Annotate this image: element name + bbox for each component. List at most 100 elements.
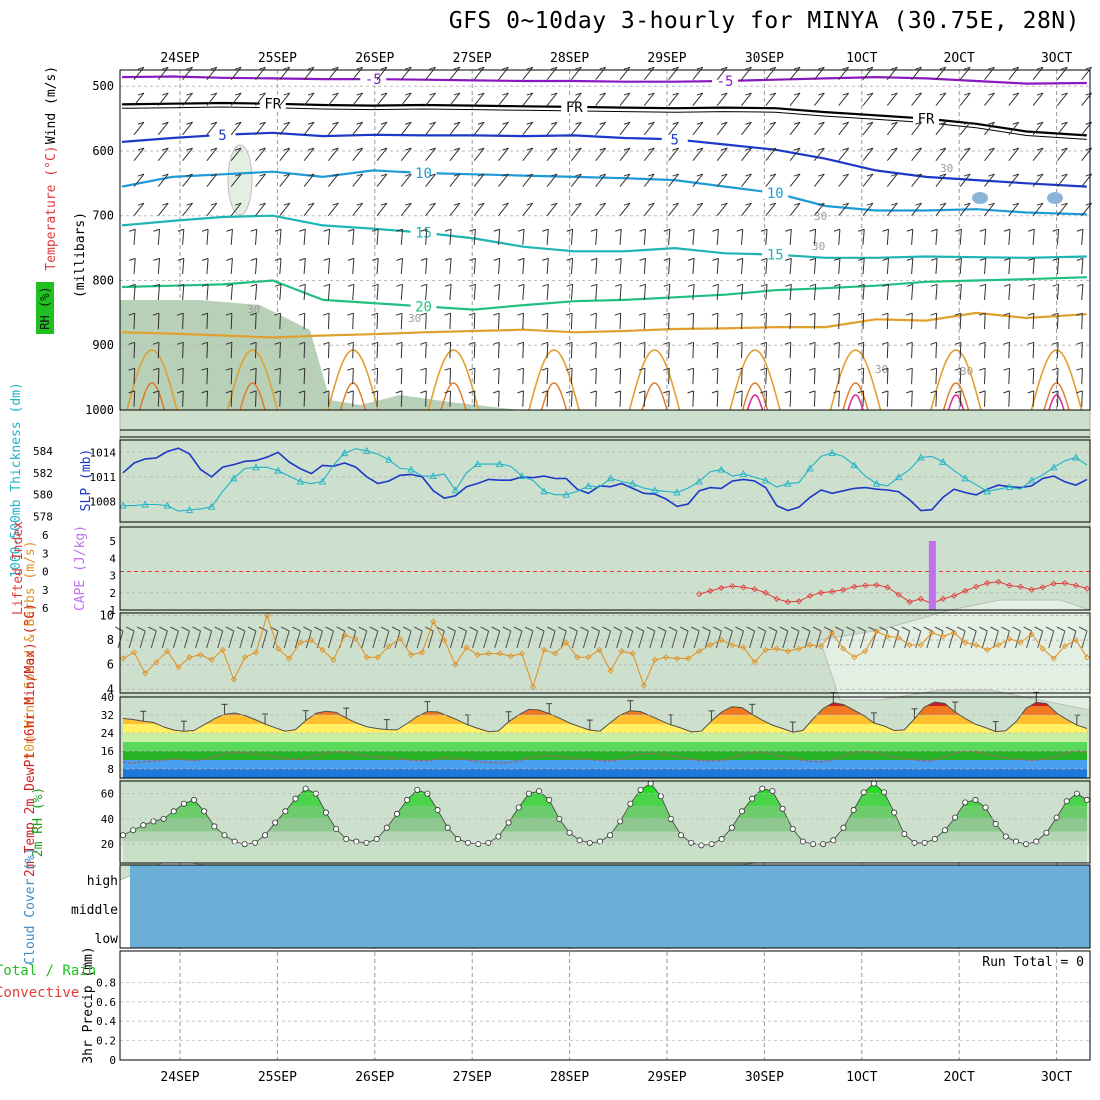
wind-barb-flag (614, 367, 621, 371)
top-x-tick-label: 26SEP (355, 51, 394, 66)
surface-temp-contour (226, 349, 279, 411)
rh-marker (941, 827, 948, 834)
wind-barb-flag (1003, 390, 1010, 394)
wind-barb-flag (396, 257, 403, 261)
wind-speed-marker (829, 629, 836, 636)
wind-barb-flag (177, 390, 184, 394)
surface-wind-barb (427, 630, 434, 649)
surface-wind-barb (316, 630, 323, 649)
wind-barb-flag (793, 173, 801, 177)
wind-barb (303, 284, 306, 300)
lifted-index-marker (1028, 586, 1035, 593)
wind-barb-flag (760, 228, 768, 232)
rh-marker (140, 822, 147, 829)
lifted-index-marker (696, 590, 703, 598)
wind-barb-flag (881, 367, 889, 371)
wind-barb (1008, 66, 1020, 81)
wind-barb (230, 121, 242, 136)
wind-barb (425, 66, 436, 81)
lifted-index-marker (1017, 583, 1024, 590)
surface-wind-barb-flag (879, 626, 888, 632)
wind-barb (862, 390, 865, 407)
wind-barb (303, 368, 306, 385)
wind-barb (838, 202, 850, 217)
wind-barb (862, 368, 865, 385)
wind-barb-flag (162, 202, 169, 206)
wind-barb (1081, 390, 1083, 407)
surface-wind-barb-flag (247, 626, 257, 632)
thickness-marker (1050, 463, 1058, 471)
wind-barb (1008, 284, 1011, 300)
wind-barb (449, 368, 452, 385)
wind-speed-marker (552, 650, 559, 657)
wind-speed-marker (319, 646, 326, 653)
wind-barb (886, 390, 889, 407)
wind-barb-flag (979, 283, 986, 287)
wind-barb (1057, 147, 1068, 161)
wind-barb-flag (226, 228, 233, 232)
wind-barb-flag (663, 257, 670, 261)
wind-barb-flag (453, 202, 461, 206)
wind-speed-marker (341, 632, 348, 639)
surface-wind-barb-flag (491, 626, 500, 632)
wind-barb (498, 368, 500, 385)
wind-barb-flag (153, 257, 160, 261)
wind-barb (133, 121, 145, 136)
wind-barb (716, 147, 728, 161)
surface-wind-barb-flag (1067, 626, 1077, 632)
wind-barb (522, 147, 534, 161)
wind-barb (546, 258, 549, 275)
wind-barb (741, 147, 752, 161)
wind-barb-flag (696, 66, 704, 70)
top-x-tick-label: 29SEP (647, 51, 686, 66)
wind-barb (643, 92, 655, 106)
wind-barb-flag (809, 228, 816, 232)
wind-barb-flag (736, 283, 743, 287)
wind-speed-marker (452, 661, 459, 668)
wind-barb (133, 284, 136, 300)
rh-marker (799, 838, 806, 845)
wind-barb (571, 173, 582, 187)
wind-barb-flag (1028, 283, 1035, 287)
temperature-band (123, 760, 1087, 769)
wind-barb-flag (1061, 121, 1068, 125)
wind-barb (473, 66, 485, 81)
panel-frame (119, 696, 1091, 779)
wind-barb (595, 390, 597, 407)
wind-barb-flag (1052, 228, 1059, 232)
wind-barb (303, 342, 306, 359)
wind-barb-flag (687, 341, 694, 345)
wind-barb (230, 173, 242, 187)
wind-barb (182, 368, 184, 385)
thickness-marker (628, 479, 637, 487)
wind-barb (984, 173, 995, 187)
wind-barb (959, 313, 962, 330)
rh-marker (465, 839, 472, 846)
wind-barb (716, 313, 719, 330)
wind-speed-marker (385, 643, 392, 650)
top-x-tick-label: 2OCT (944, 51, 975, 66)
wind-barb-flag (1012, 66, 1019, 70)
wind-barb (182, 202, 193, 217)
wind-barb (279, 147, 291, 161)
wind-barb (376, 313, 379, 330)
wind-barb (1008, 92, 1020, 106)
bottom-x-tick-label: 29SEP (647, 1070, 686, 1085)
contour-label-bg (661, 130, 688, 146)
wind-barb-flag (793, 121, 801, 125)
wind-barb (1056, 390, 1059, 407)
wind-barb (838, 284, 841, 300)
wind-barb (182, 284, 185, 300)
lifted-index-axis-title: Lifted Index (11, 521, 26, 615)
wind-barb-flag (1036, 173, 1044, 177)
wind-barb-flag (1076, 367, 1083, 371)
wind-barb-flag (1012, 121, 1019, 125)
wind-barb-flag (210, 147, 218, 151)
rh-marker (1063, 798, 1070, 805)
surface-wind-barb-flag (835, 626, 844, 632)
rh-marker (749, 795, 756, 802)
wind-barb-flag (785, 257, 792, 261)
wind-barb-flag (1061, 66, 1068, 70)
wind-barb (303, 66, 315, 81)
wind-barb-flag (760, 367, 767, 371)
